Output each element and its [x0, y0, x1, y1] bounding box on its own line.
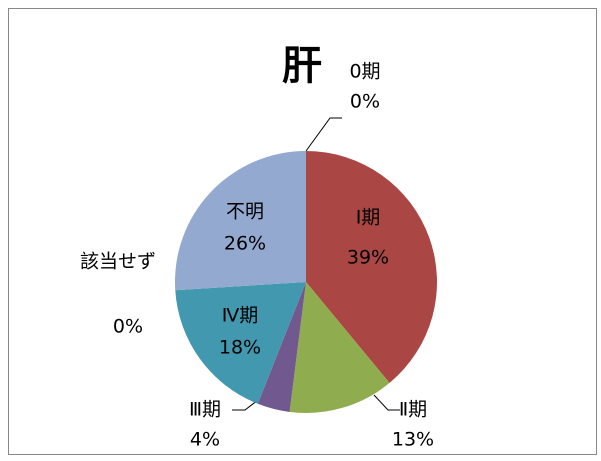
value-label: 0%: [350, 91, 380, 113]
category-label: Ⅱ期: [399, 399, 427, 421]
value-label: 18%: [219, 337, 261, 359]
pie-slice: [175, 151, 306, 291]
value-label: 26%: [224, 233, 266, 255]
leader-line: [305, 117, 342, 152]
pie-slice: [306, 151, 437, 383]
category-label: Ⅲ期: [189, 399, 221, 421]
category-label: Ⅰ期: [356, 207, 381, 229]
value-label: 39%: [347, 247, 389, 269]
category-label: Ⅳ期: [222, 305, 259, 327]
value-label: 4%: [190, 429, 220, 451]
leader-line: [373, 394, 400, 411]
chart-title: 肝: [282, 43, 322, 89]
pie-slice: [257, 282, 306, 412]
value-label: 13%: [392, 429, 434, 451]
category-label: 0期: [349, 61, 380, 83]
value-label: 0%: [113, 316, 143, 338]
category-label: 不明: [226, 201, 264, 223]
category-label: 該当せず: [80, 251, 156, 273]
leader-line: [232, 399, 259, 411]
pie-slice: [175, 282, 306, 404]
pie-slice: [289, 282, 390, 413]
